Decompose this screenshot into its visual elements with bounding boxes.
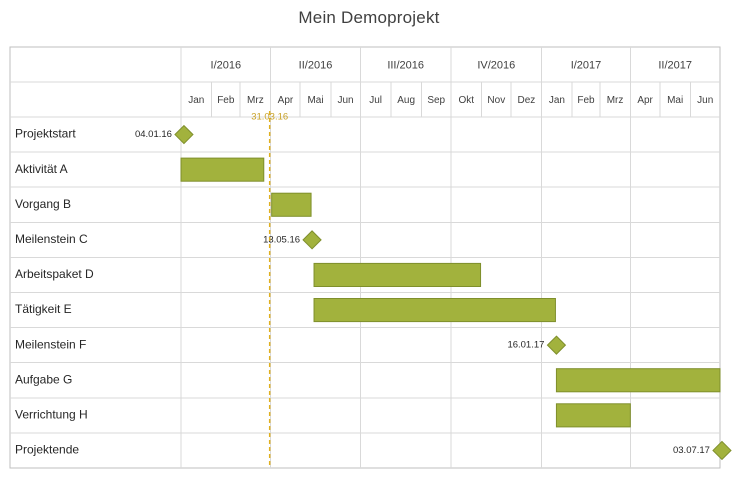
- month-label: Feb: [217, 95, 235, 106]
- month-label: Jun: [337, 95, 353, 106]
- task-bar: [313, 298, 556, 323]
- task-bar: [180, 157, 265, 182]
- month-label: Mai: [667, 95, 683, 106]
- quarter-label: I/2017: [571, 59, 602, 71]
- month-label: Aug: [397, 95, 415, 106]
- month-label: Feb: [577, 95, 595, 106]
- task-bar: [555, 368, 721, 393]
- task-label: Tätigkeit E: [15, 302, 72, 316]
- month-label: Dez: [517, 95, 535, 106]
- task-label: Arbeitspaket D: [15, 267, 94, 281]
- month-label: Apr: [637, 95, 653, 106]
- month-label: Okt: [458, 95, 474, 106]
- task-bar: [313, 262, 482, 287]
- milestone-marker: [174, 124, 194, 145]
- task-label: Aufgabe G: [15, 372, 72, 386]
- month-label: Jun: [697, 95, 713, 106]
- task-bar: [271, 192, 312, 217]
- task-label: Meilenstein F: [15, 337, 86, 351]
- month-label: Jan: [188, 95, 204, 106]
- quarter-label: III/2016: [387, 59, 424, 71]
- quarter-label: IV/2016: [477, 59, 515, 71]
- milestone-date-label: 03.07.17: [673, 445, 710, 456]
- month-label: Jan: [549, 95, 565, 106]
- task-label: Projektende: [15, 443, 79, 457]
- task-bar: [555, 403, 631, 428]
- milestone-marker: [546, 335, 567, 355]
- milestone-date-label: 16.01.17: [507, 340, 544, 351]
- task-label: Projektstart: [15, 127, 76, 141]
- month-label: Nov: [487, 95, 505, 106]
- month-label: Mrz: [607, 95, 624, 106]
- month-label: Apr: [278, 95, 294, 106]
- month-label: Jul: [369, 95, 382, 106]
- task-label: Aktivität A: [15, 162, 68, 176]
- quarter-label: II/2016: [299, 59, 333, 71]
- quarter-label: II/2017: [658, 59, 692, 71]
- today-date-label: 31.03.16: [251, 112, 288, 123]
- milestone-marker: [712, 440, 732, 461]
- quarter-label: I/2016: [211, 59, 242, 71]
- chart-title: Mein Demoprojekt: [298, 8, 440, 27]
- month-label: Mai: [307, 95, 323, 106]
- milestone-date-label: 13.05.16: [263, 234, 300, 245]
- task-label: Meilenstein C: [15, 232, 88, 246]
- task-label: Verrichtung H: [15, 408, 88, 422]
- month-label: Mrz: [247, 95, 264, 106]
- milestone-marker: [302, 230, 322, 250]
- milestone-date-label: 04.01.16: [135, 129, 172, 140]
- task-label: Vorgang B: [15, 197, 71, 211]
- month-label: Sep: [427, 95, 445, 106]
